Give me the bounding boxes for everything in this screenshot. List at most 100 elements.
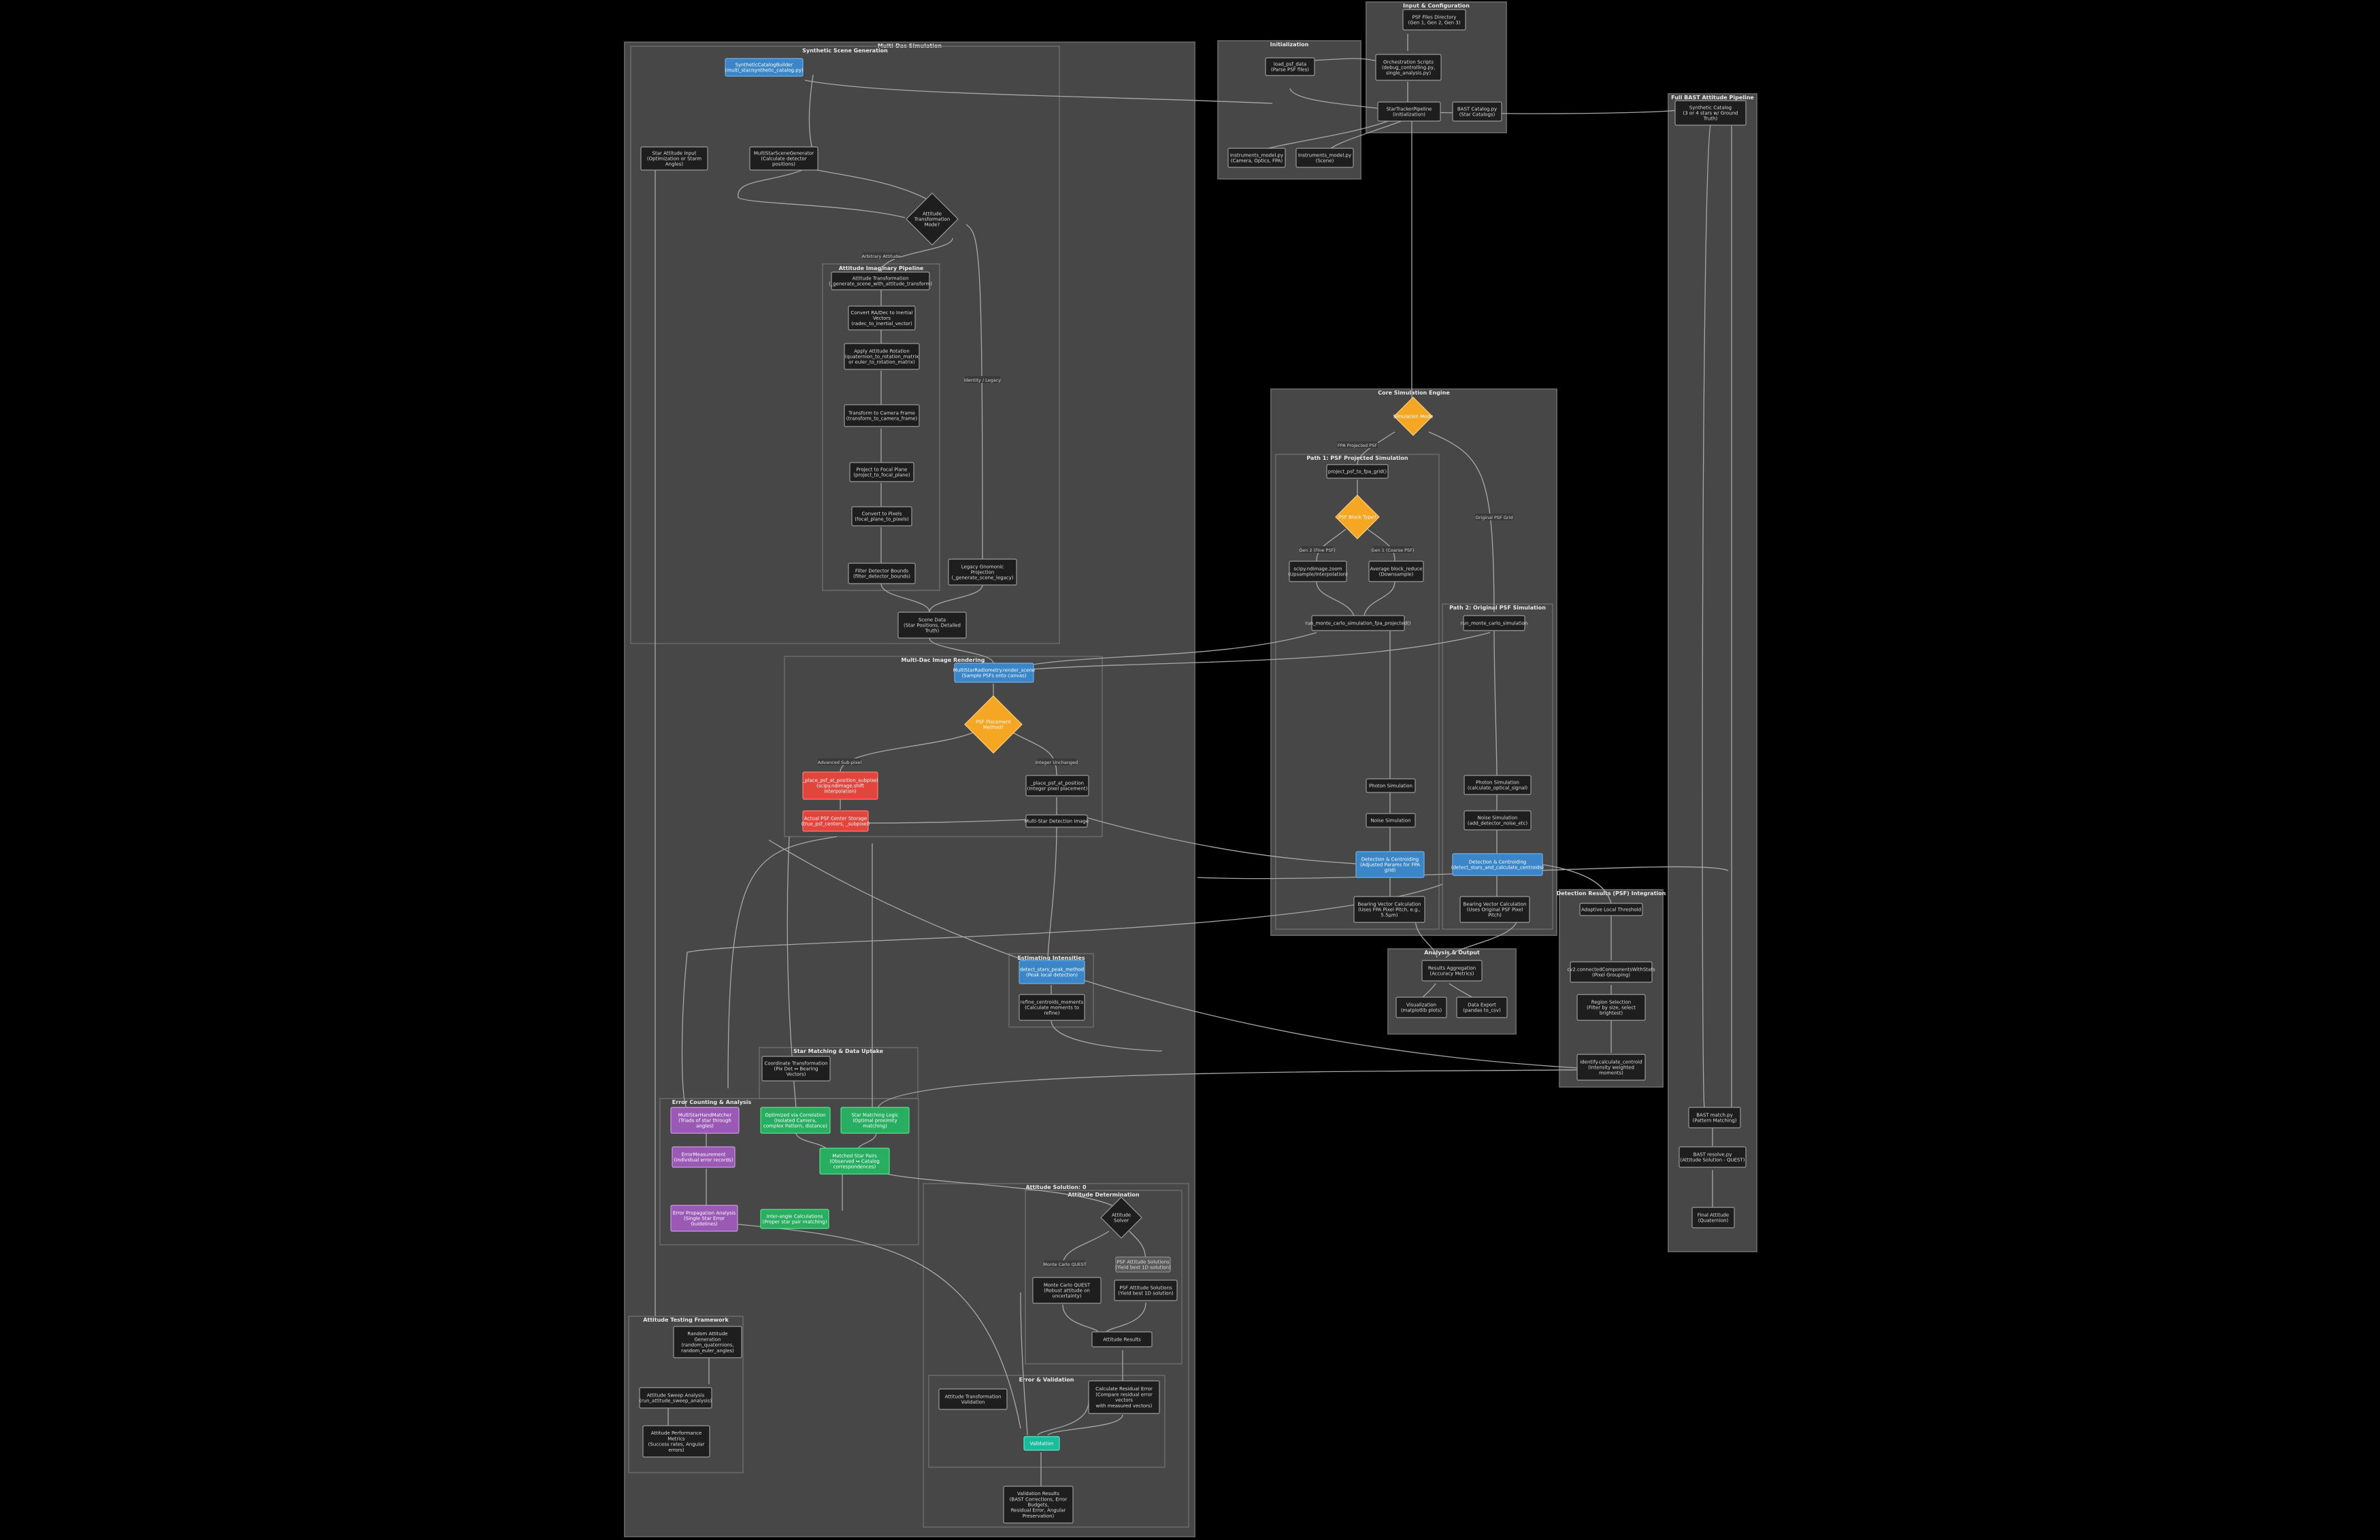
node-error-propagation[interactable]: Error Propagation Analysis(Single Star E… xyxy=(670,1205,738,1232)
node-synthetic-catalog-fs[interactable]: Synthetic Catalog(3 or 4 stars w/ Ground… xyxy=(1674,100,1747,126)
node-hand-matcher[interactable]: MultiStarHandMatcher(Triads of star thro… xyxy=(670,1107,740,1134)
node-load-psf-data[interactable]: load_psf_data(Parse PSF files) xyxy=(1265,57,1315,76)
node-visualization[interactable]: Visualization(matplotlib plots) xyxy=(1395,997,1447,1018)
node-label: Attitude Sweep Analysis xyxy=(647,1392,705,1398)
node-attitude-results[interactable]: Attitude Results xyxy=(1091,1331,1153,1348)
node-transform-camera[interactable]: Transform to Camera Frame(transform_to_c… xyxy=(844,404,920,427)
node-validation[interactable]: Validation xyxy=(1023,1436,1060,1451)
node-scene-model[interactable]: Instruments_model.py(Scene) xyxy=(1295,148,1354,168)
node-box xyxy=(639,1387,712,1409)
node-star-attitude-input[interactable]: Star Attitude Input(Optimization or Star… xyxy=(640,146,708,171)
node-label: (Uses FPA Pixel Pitch, e.g., xyxy=(1358,907,1421,913)
node-box xyxy=(840,1107,910,1134)
node-label: (Single Star Error xyxy=(684,1216,725,1222)
node-star-tracker-pipeline[interactable]: StarTrackerPipeline(initialization) xyxy=(1377,101,1441,122)
node-photon-sim-orig[interactable]: Photon Simulation(calculate_optical_sign… xyxy=(1464,775,1532,795)
edge-label-identity-legacy: Identity / Legacy xyxy=(964,376,1001,383)
node-place-psf-integer[interactable]: _place_psf_at_position(Integer pixel pla… xyxy=(1025,775,1089,797)
node-box xyxy=(1366,813,1416,828)
node-box xyxy=(1576,1054,1646,1081)
node-box xyxy=(1366,778,1416,793)
node-error-measurement[interactable]: ErrorMeasurement(individual error record… xyxy=(672,1146,736,1168)
node-bast-catalog[interactable]: BAST Catalog.py(Star Catalogs) xyxy=(1452,101,1502,122)
node-convert-radec[interactable]: Convert RA/Dec to InertialVectors(radec_… xyxy=(848,305,916,331)
node-label: (BAST Corrections, Error xyxy=(1010,1496,1068,1502)
node-label: (Adjusted Params for FPA xyxy=(1360,863,1420,868)
node-project-psf-grid[interactable]: project_psf_to_fpa_grid() xyxy=(1326,464,1389,479)
node-noise-sim-orig[interactable]: Noise Simulation(add_detector_noise_etc) xyxy=(1464,810,1532,831)
node-random-attitude[interactable]: Random AttitudeGeneration(random_quatern… xyxy=(673,1326,742,1358)
node-calc-residual[interactable]: Calculate Residual Error(Compare residua… xyxy=(1088,1380,1160,1414)
node-psf-center-storage[interactable]: Actual PSF Center Storage(true_psf_cente… xyxy=(801,810,870,832)
node-synthetic-catalog-builder[interactable]: SyntheticCatalogBuilder(multi_star/synth… xyxy=(725,58,804,77)
node-data-export[interactable]: Data Export(pandas to_csv) xyxy=(1456,997,1508,1018)
node-psf-block-type-decision[interactable]: PSF Block Type? xyxy=(1335,495,1380,539)
node-label: (pandas to_csv) xyxy=(1463,1008,1501,1014)
node-project-focal-plane[interactable]: Project to Focal Plane(project_to_focal_… xyxy=(849,462,914,482)
node-photon-sim-proj[interactable]: Photon Simulation xyxy=(1366,778,1416,793)
node-multistar-scene-generator[interactable]: MultiStarSceneGenerator(Calculate detect… xyxy=(749,146,819,171)
node-bast-match[interactable]: BAST match.py(Pattern Matching) xyxy=(1688,1107,1741,1128)
node-label: (Isolated Camera, xyxy=(774,1118,816,1124)
group-title: Synthetic Scene Generation xyxy=(802,48,888,54)
node-camera-model[interactable]: Instruments_model.py(Camera, Optics, FPA… xyxy=(1227,148,1286,168)
diamond-shape xyxy=(906,192,959,246)
svg-text:Identity / Legacy: Identity / Legacy xyxy=(964,378,1001,383)
node-label: Bearing Vector Calculation xyxy=(1358,901,1421,907)
node-place-psf-subpixel[interactable]: _place_psf_at_position_subpixel(scipy.nd… xyxy=(802,771,878,800)
node-multistar-image[interactable]: Multi-Star Detection Image xyxy=(1025,814,1089,828)
node-adaptive-threshold[interactable]: Adaptive Local Threshold xyxy=(1579,903,1643,916)
node-label: StarTrackerPipeline xyxy=(1386,106,1432,112)
node-star-matching-logic[interactable]: Star Matching Logic(Optimal proximitymat… xyxy=(840,1107,910,1134)
node-cc-components[interactable]: cv2.connectedComponentsWithStats(Pixel G… xyxy=(1567,961,1655,983)
node-bearing-projected[interactable]: Bearing Vector Calculation(Uses FPA Pixe… xyxy=(1353,896,1425,923)
node-attitude-sweep[interactable]: Attitude Sweep Analysis(run_attitude_swe… xyxy=(639,1387,712,1409)
node-bearing-original[interactable]: Bearing Vector Calculation(Uses Original… xyxy=(1459,896,1530,923)
node-label: (matplotlib plots) xyxy=(1401,1008,1442,1014)
node-average-block[interactable]: Average block_reduce(Downsample) xyxy=(1368,560,1424,582)
node-psf-files-directory[interactable]: PSF Files Directory(Gen 1, Gen 2, Gen 3) xyxy=(1402,9,1466,31)
node-label: (debug_controlling.py, xyxy=(1382,65,1435,71)
node-matched-star-pairs[interactable]: Matched Star Pairs(Observed ↔ Catalogcor… xyxy=(819,1148,890,1175)
node-run-monte-projected[interactable]: run_monte_carlo_simulation_fpa_projected… xyxy=(1305,615,1411,631)
node-final-attitude[interactable]: Final Attitude(Quaternion) xyxy=(1691,1207,1735,1228)
node-detect-stars[interactable]: detect_stars_peak_method(Peak local dete… xyxy=(1019,960,1085,984)
node-scipy-resample[interactable]: scipy.ndimage.zoom(Upsample/Interpolatio… xyxy=(1288,560,1348,582)
node-noise-sim-proj[interactable]: Noise Simulation xyxy=(1366,813,1416,828)
node-filter-bounds[interactable]: Filter Detector Bounds(filter_detector_b… xyxy=(848,563,916,584)
node-convert-pixels[interactable]: Convert to Pixels(focal_plane_to_pixels) xyxy=(851,506,912,526)
node-validation-results[interactable]: Validation Results(BAST Corrections, Err… xyxy=(1003,1486,1074,1524)
node-orchestration-scripts[interactable]: Orchestration Scripts(debug_controlling.… xyxy=(1375,54,1442,81)
node-monte-carlo-quest[interactable]: Monte Carlo QUEST(Robust attitude onunce… xyxy=(1032,1277,1102,1304)
node-coordinate-transformation[interactable]: Coordinate Transformation(Pix Det ↔ Bear… xyxy=(761,1056,831,1082)
node-detection-centroid-orig[interactable]: Detection & Centroiding(detect_stars_and… xyxy=(1451,853,1544,876)
node-box xyxy=(1032,1277,1102,1304)
node-label: Vectors xyxy=(873,316,891,321)
node-region-selection[interactable]: Region Selection(Filter by size, selectb… xyxy=(1576,994,1646,1021)
node-simulation-mode-decision[interactable]: Simulation Mode xyxy=(1393,397,1434,436)
node-bast-resolve[interactable]: BAST resolve.py(Attitude Solution - QUES… xyxy=(1679,1146,1747,1168)
node-optimized-correlation[interactable]: Optimized via Correlation(Isolated Camer… xyxy=(760,1107,831,1134)
group-title: Error & Validation xyxy=(1019,1377,1074,1383)
node-legacy-projection[interactable]: Legacy GnomonicProjection(_generate_scen… xyxy=(948,558,1017,586)
node-scene-data[interactable]: Scene Data(Star Positions, DetailedTruth… xyxy=(897,612,967,639)
node-refine-centroids[interactable]: refine_centroids_moments(Calculate momen… xyxy=(1019,994,1085,1021)
node-box xyxy=(831,271,930,290)
node-results-aggregation[interactable]: Results Aggregation(Accuracy Metrics) xyxy=(1421,960,1483,982)
node-label: Method? xyxy=(983,725,1004,731)
node-box xyxy=(1375,54,1442,81)
node-inter-angle[interactable]: Inter-angle Calculations(Proper star pai… xyxy=(760,1209,829,1229)
node-apply-rotation[interactable]: Apply Attitude Rotation(quaternion_to_ro… xyxy=(844,343,920,370)
node-attitude-transformation[interactable]: Attitude Transformation(_generate_scene_… xyxy=(829,271,932,290)
node-detection-centroid-proj[interactable]: Detection & Centroiding(Adjusted Params … xyxy=(1355,851,1425,878)
node-psf-attitude-solutions[interactable]: PSF Attitude Solutions(Yield best 1D sol… xyxy=(1114,1279,1178,1301)
node-render-scene[interactable]: MultiStarRadiometry.render_scene(Sample … xyxy=(953,663,1035,683)
node-run-monte-original[interactable]: run_monte_carlo_simulation xyxy=(1461,615,1528,631)
node-identify-centroid[interactable]: identify.calculate_centroid(Intensity we… xyxy=(1576,1054,1646,1081)
node-label: Project to Focal Plane xyxy=(857,467,908,472)
